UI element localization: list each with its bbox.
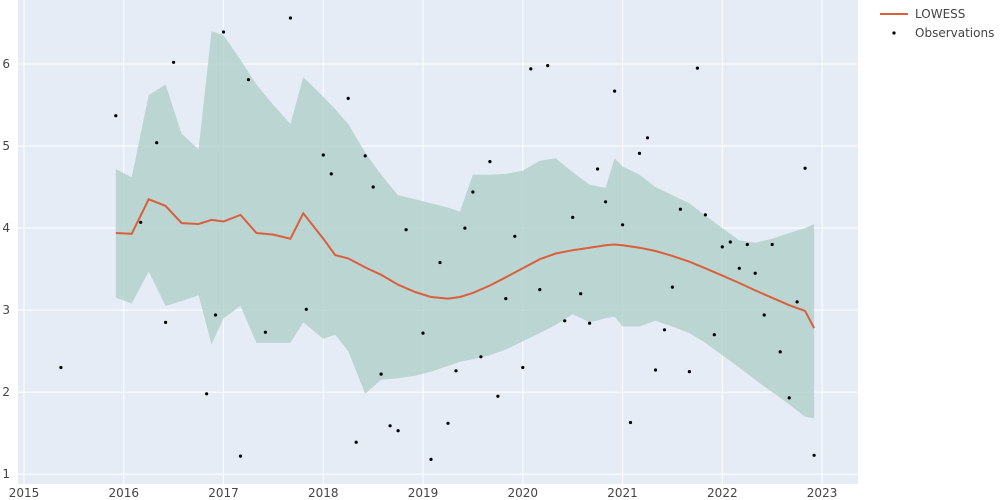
observation-point[interactable]	[513, 234, 517, 238]
x-tick-label: 2020	[508, 486, 539, 500]
observation-point[interactable]	[538, 288, 542, 292]
observation-point[interactable]	[745, 242, 749, 247]
observation-point[interactable]	[346, 96, 350, 100]
observation-point[interactable]	[604, 200, 608, 204]
y-tick-label: 5	[2, 139, 10, 153]
observation-point[interactable]	[695, 66, 700, 70]
legend-label-observations[interactable]: Observations	[915, 26, 994, 40]
observation-point[interactable]	[379, 372, 383, 376]
observation-point[interactable]	[488, 160, 492, 164]
observation-point[interactable]	[546, 64, 550, 68]
observation-point[interactable]	[521, 365, 525, 370]
observation-point[interactable]	[155, 141, 159, 145]
observation-point[interactable]	[404, 228, 408, 232]
observation-point[interactable]	[662, 328, 667, 332]
observation-point[interactable]	[496, 394, 500, 398]
observation-point[interactable]	[670, 285, 675, 289]
observation-points	[59, 16, 816, 461]
y-tick-label: 1	[2, 467, 10, 481]
observation-point[interactable]	[613, 89, 617, 93]
observation-point[interactable]	[571, 215, 575, 219]
x-axis-tick-labels: 2015 2016 2017 2018 2019 2020 2021 2022 2023	[9, 486, 838, 500]
observation-point[interactable]	[454, 369, 458, 373]
observation-point[interactable]	[354, 440, 358, 444]
observation-point[interactable]	[471, 190, 475, 194]
observation-point[interactable]	[628, 420, 633, 425]
observation-point[interactable]	[363, 154, 367, 158]
y-tick-label: 6	[2, 57, 10, 71]
observation-point[interactable]	[446, 421, 450, 425]
x-tick-label: 2018	[308, 486, 339, 500]
observation-point[interactable]	[621, 223, 625, 227]
x-tick-label: 2023	[807, 486, 838, 500]
x-tick-label: 2017	[208, 486, 239, 500]
observation-point[interactable]	[787, 396, 791, 400]
observation-point[interactable]	[762, 313, 766, 317]
legend: LOWESS Observations	[880, 7, 994, 40]
observation-point[interactable]	[371, 185, 375, 189]
observation-point[interactable]	[596, 167, 600, 171]
x-tick-label: 2019	[408, 486, 439, 500]
observation-point[interactable]	[238, 454, 243, 458]
observation-point[interactable]	[803, 166, 807, 170]
observation-point[interactable]	[728, 240, 732, 244]
observation-point[interactable]	[288, 16, 292, 20]
observation-point[interactable]	[463, 226, 467, 230]
observation-point[interactable]	[795, 300, 799, 304]
observation-point[interactable]	[579, 292, 583, 296]
observation-point[interactable]	[778, 350, 782, 354]
observation-point[interactable]	[737, 266, 741, 270]
observation-point[interactable]	[645, 136, 650, 140]
observation-point[interactable]	[172, 60, 176, 64]
observation-point[interactable]	[263, 330, 267, 334]
observation-point[interactable]	[753, 271, 757, 275]
observation-point[interactable]	[678, 207, 683, 211]
observation-point[interactable]	[114, 114, 118, 118]
x-tick-label: 2021	[607, 486, 638, 500]
observation-point[interactable]	[529, 67, 533, 71]
observation-point[interactable]	[329, 172, 333, 176]
observation-point[interactable]	[205, 392, 209, 396]
observation-point[interactable]	[438, 260, 442, 265]
observation-point[interactable]	[812, 453, 816, 457]
observation-point[interactable]	[720, 245, 724, 249]
observation-point[interactable]	[139, 220, 143, 224]
legend-swatch-observations	[892, 31, 896, 35]
observation-point[interactable]	[637, 151, 642, 155]
observation-point[interactable]	[770, 242, 774, 247]
x-tick-label: 2016	[108, 486, 139, 500]
x-tick-label: 2022	[707, 486, 738, 500]
observation-point[interactable]	[59, 365, 63, 370]
observation-point[interactable]	[703, 213, 708, 217]
legend-label-lowess[interactable]: LOWESS	[915, 7, 965, 21]
observation-point[interactable]	[246, 78, 251, 82]
observation-point[interactable]	[164, 320, 168, 324]
observation-point[interactable]	[712, 333, 716, 337]
y-tick-label: 3	[2, 303, 10, 317]
observation-point[interactable]	[304, 307, 308, 311]
observation-point[interactable]	[213, 313, 218, 317]
observation-point[interactable]	[396, 429, 400, 433]
confidence-band	[115, 31, 815, 419]
observation-point[interactable]	[687, 370, 692, 374]
x-tick-label: 2015	[9, 486, 40, 500]
observation-point[interactable]	[321, 153, 325, 157]
observation-point[interactable]	[504, 297, 508, 301]
observation-point[interactable]	[653, 368, 658, 372]
observation-point[interactable]	[421, 331, 425, 335]
y-tick-label: 4	[2, 221, 10, 235]
observation-point[interactable]	[221, 30, 226, 34]
observation-point[interactable]	[388, 424, 392, 428]
observation-point[interactable]	[429, 457, 433, 461]
observation-point[interactable]	[588, 321, 592, 325]
y-axis-tick-labels: 1 2 3 4 5 6	[2, 57, 10, 481]
observation-point[interactable]	[479, 355, 483, 359]
observation-point[interactable]	[563, 319, 567, 323]
y-tick-label: 2	[2, 385, 10, 399]
lowess-line[interactable]	[115, 198, 815, 329]
